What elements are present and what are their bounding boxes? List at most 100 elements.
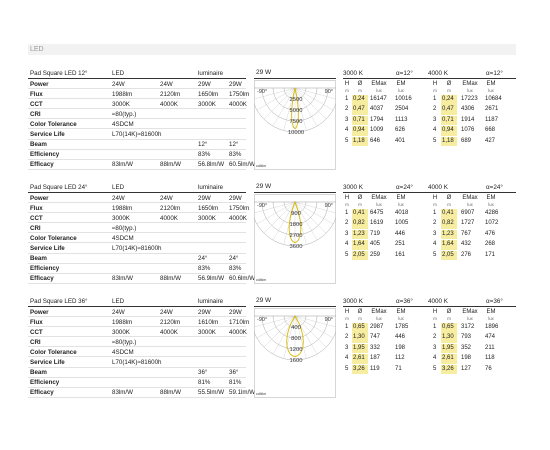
ring-value-label: 2700 xyxy=(290,233,303,239)
polar-spoke xyxy=(256,201,296,225)
spec-row: Beam 24° 24° xyxy=(28,254,246,264)
height-value: 4 xyxy=(433,127,437,134)
column-header: H xyxy=(432,309,438,315)
column-unit: m xyxy=(345,88,349,93)
diameter-highlight xyxy=(441,323,457,333)
spec-value: 60.5lm/W xyxy=(229,161,256,169)
spec-value: 83% xyxy=(229,265,242,273)
height-value: 2 xyxy=(345,334,349,341)
em-value: 268 xyxy=(485,241,496,248)
column-unit: lux xyxy=(488,316,494,321)
spec-label: Service Life xyxy=(30,130,65,138)
ring-value-label: 7500 xyxy=(290,119,303,125)
diameter-highlight xyxy=(352,115,368,126)
diameter-value: 1,23 xyxy=(353,230,365,237)
photometric-row: 2 1,30 747 446 2 1,30 793 474 xyxy=(343,333,516,343)
ring-value-label: 2500 xyxy=(290,97,303,103)
product-section: Pad Square LED 24° LED luminaire Power 24W 24… xyxy=(28,183,516,295)
spec-row: Efficiency 83% 83% xyxy=(28,150,246,160)
spec-value: L70(14K)≈81600h xyxy=(112,130,162,138)
spec-label: Beam xyxy=(30,255,47,263)
diameter-value: 0,65 xyxy=(353,324,365,330)
column-header: Ø xyxy=(357,195,363,201)
photometric-row: 1 0,65 2987 1785 1 0,65 3172 1896 xyxy=(343,323,516,333)
column-unit: m xyxy=(433,88,437,93)
spec-label: Efficiency xyxy=(30,151,60,159)
spec-value: ≈80(typ.) xyxy=(112,224,137,232)
cct-3000-label: 3000 K xyxy=(343,184,363,191)
polar-spoke xyxy=(254,87,296,100)
emax-value: 747 xyxy=(370,334,381,341)
spec-value: 4SDCM xyxy=(112,234,134,242)
spec-label: Efficiency xyxy=(30,379,60,387)
column-header: EM xyxy=(396,195,406,201)
spec-label: Flux xyxy=(30,90,43,98)
column-header: H xyxy=(432,81,438,87)
emax-value: 1794 xyxy=(370,116,384,123)
diameter-highlight xyxy=(441,364,457,375)
polar-diagram: 29 W -90° 90° 2500 5000 7500 10000 cd/klm xyxy=(254,69,336,181)
column-unit: lux xyxy=(467,88,473,93)
beam-angle-label: α=36° xyxy=(396,298,413,305)
diameter-value: 0,82 xyxy=(442,220,454,227)
spec-label: CRI xyxy=(30,224,41,232)
diameter-value: 0,47 xyxy=(442,106,454,113)
column-header: Ø xyxy=(357,309,363,315)
column-header: EMax xyxy=(371,195,387,201)
em-value: 1896 xyxy=(485,324,499,330)
column-unit: m xyxy=(447,316,451,321)
polar-spoke xyxy=(294,201,334,225)
spec-row: CCT 3000K 4000K 3000K 4000K xyxy=(28,99,247,110)
cct-4000-label: 4000 K xyxy=(428,184,448,191)
em-value: 76 xyxy=(485,365,492,372)
spec-value: 29W xyxy=(229,308,242,316)
polar-spoke xyxy=(294,315,336,328)
spec-row: Flux 1988lm 2120lm 1610lm 1710lm xyxy=(28,317,249,328)
height-value: 5 xyxy=(345,251,349,258)
diameter-highlight xyxy=(352,240,368,250)
emax-value: 4306 xyxy=(461,106,475,113)
spec-value: 3000K xyxy=(112,100,130,108)
diameter-highlight xyxy=(441,333,457,343)
column-header: H xyxy=(344,309,350,315)
spec-label: Service Life xyxy=(30,358,65,366)
height-value: 4 xyxy=(345,355,349,362)
diameter-highlight xyxy=(352,105,368,115)
spec-value: 29W xyxy=(198,194,211,202)
ring-value-label: 900 xyxy=(291,211,301,217)
diameter-highlight xyxy=(441,105,457,115)
spec-table: Pad Square LED 24° LED luminaire Power 24W 24… xyxy=(28,183,255,284)
column-unit: m xyxy=(433,316,437,321)
column-header: EMax xyxy=(462,195,478,201)
em-value: 2671 xyxy=(485,106,499,113)
spec-table-header: Pad Square LED 24° LED luminaire xyxy=(28,183,246,193)
spec-row: Efficiency 83% 83% xyxy=(28,264,246,274)
diameter-highlight xyxy=(352,323,368,333)
column-unit: lux xyxy=(398,88,404,93)
column-header: EM xyxy=(486,195,496,201)
spec-row: Power 24W 24W 29W 29W xyxy=(28,307,246,318)
spec-table-header: Pad Square LED 12° LED luminaire xyxy=(28,69,246,79)
angle-right-label: 90° xyxy=(325,203,333,209)
spec-table-header: Pad Square LED 36° LED luminaire xyxy=(28,297,246,307)
column-unit: m xyxy=(447,202,451,207)
spec-value: 3000K xyxy=(198,100,216,108)
spec-value: 3000K xyxy=(198,214,216,222)
diameter-value: 0,94 xyxy=(442,127,454,134)
polar-spoke xyxy=(294,201,336,214)
diameter-highlight xyxy=(441,240,457,250)
spec-label: Beam xyxy=(30,369,47,377)
column-header: EM xyxy=(486,309,496,315)
spec-row: Efficacy 83lm/W 88lm/W 55.5lm/W 59.1lm/W xyxy=(28,388,255,398)
height-value: 1 xyxy=(345,96,349,102)
photometric-row: 1 0,41 6475 4018 1 0,41 6907 4286 xyxy=(343,209,516,219)
ring-value-label: 10000 xyxy=(288,130,304,136)
photometric-row: 4 0,94 1009 626 4 0,94 1076 668 xyxy=(343,126,516,136)
spec-value: 29W xyxy=(198,308,211,316)
beam-angle-label: α=24° xyxy=(396,184,413,191)
spec-label: Color Tolerance xyxy=(30,234,77,242)
polar-spoke xyxy=(283,315,296,359)
